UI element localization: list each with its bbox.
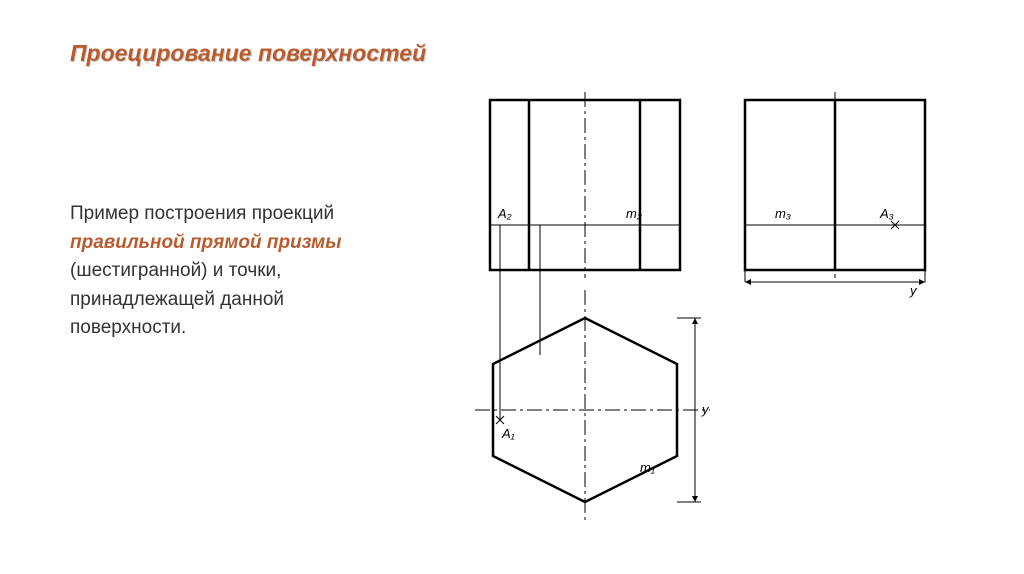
svg-text:А₃: А₃ bbox=[879, 206, 894, 221]
svg-text:y: y bbox=[909, 283, 918, 298]
side-view: m₃ А₃ y bbox=[735, 100, 945, 310]
front-view: А₂ m₂ bbox=[480, 100, 700, 300]
desc-highlight: правильной прямой призмы bbox=[70, 232, 341, 253]
desc-post3: поверхности. bbox=[70, 317, 186, 338]
desc-post1: (шестигранной) и точки, bbox=[70, 260, 281, 281]
desc-pre: Пример построения проекций bbox=[70, 203, 334, 224]
svg-text:m₂: m₂ bbox=[626, 206, 642, 221]
desc-post2: принадлежащей данной bbox=[70, 289, 284, 310]
svg-text:А₂: А₂ bbox=[497, 206, 512, 221]
svg-text:А₁: А₁ bbox=[501, 426, 515, 441]
svg-text:y: y bbox=[701, 402, 710, 417]
svg-text:m₁: m₁ bbox=[640, 460, 655, 475]
top-view: А₁ m₁ y bbox=[480, 310, 730, 520]
description-block: Пример построения проекций правильной пр… bbox=[70, 200, 341, 343]
svg-text:m₃: m₃ bbox=[775, 206, 791, 221]
page-title: Проецирование поверхностей bbox=[70, 40, 426, 67]
